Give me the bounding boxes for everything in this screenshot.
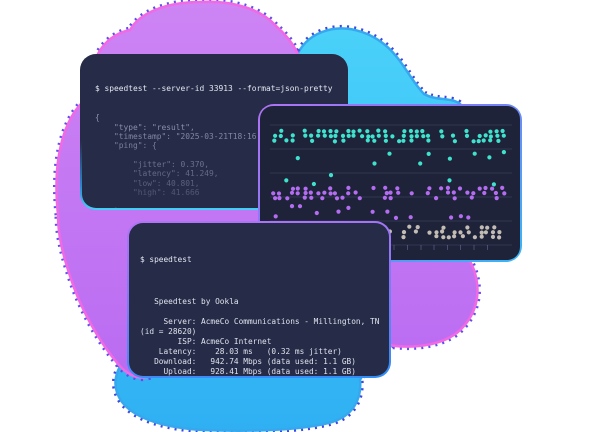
- terminal-line: ISP: AcmeCo Internet: [140, 337, 272, 346]
- terminal-json-content: $ speedtest --server-id 33913 --format=j…: [82, 56, 346, 208]
- terminal-line: "latency": 41.249,: [95, 169, 219, 179]
- terminal-json-command: $ speedtest --server-id 33913 --format=j…: [95, 83, 333, 93]
- terminal-line: "low": 40.801,: [95, 178, 200, 188]
- terminal-result-content: $ speedtest Speedtest by Ookla Server: A…: [129, 223, 389, 376]
- terminal-line: "jitter": 0.370,: [95, 159, 210, 169]
- terminal-line: [140, 307, 378, 317]
- terminal-line: },: [95, 206, 336, 208]
- terminal-line: "ping": {: [95, 141, 157, 151]
- terminal-json-body: { "type": "result", "timestamp": "2025-0…: [95, 113, 336, 208]
- terminal-result-body: Speedtest by Ookla Server: AcmeCo Commun…: [140, 287, 380, 376]
- terminal-result-surface: $ speedtest Speedtest by Ookla Server: A…: [129, 223, 389, 376]
- terminal-line: "timestamp": "2025-03-21T18:16:36Z",: [95, 132, 286, 142]
- terminal-line: Speedtest by Ookla: [140, 297, 239, 306]
- terminal-line: Server: AcmeCo Communications - Millingt…: [140, 317, 380, 326]
- terminal-window-speedtest-result: $ speedtest Speedtest by Ookla Server: A…: [127, 221, 391, 378]
- terminal-line: "high": 41.666: [95, 187, 200, 197]
- terminal-line: {: [95, 113, 100, 123]
- terminal-line: "type": "result",: [95, 122, 195, 132]
- terminal-line: (id = 28620): [140, 327, 197, 336]
- terminal-result-command: $ speedtest: [140, 255, 192, 264]
- terminal-line: [140, 287, 378, 297]
- terminal-line: Download: 942.74 Mbps (data used: 1.1 GB…: [140, 357, 356, 366]
- terminal-line: Upload: 928.41 Mbps (data used: 1.1 GB): [140, 367, 356, 376]
- terminal-line: Latency: 28.03 ms (0.32 ms jitter): [140, 347, 342, 356]
